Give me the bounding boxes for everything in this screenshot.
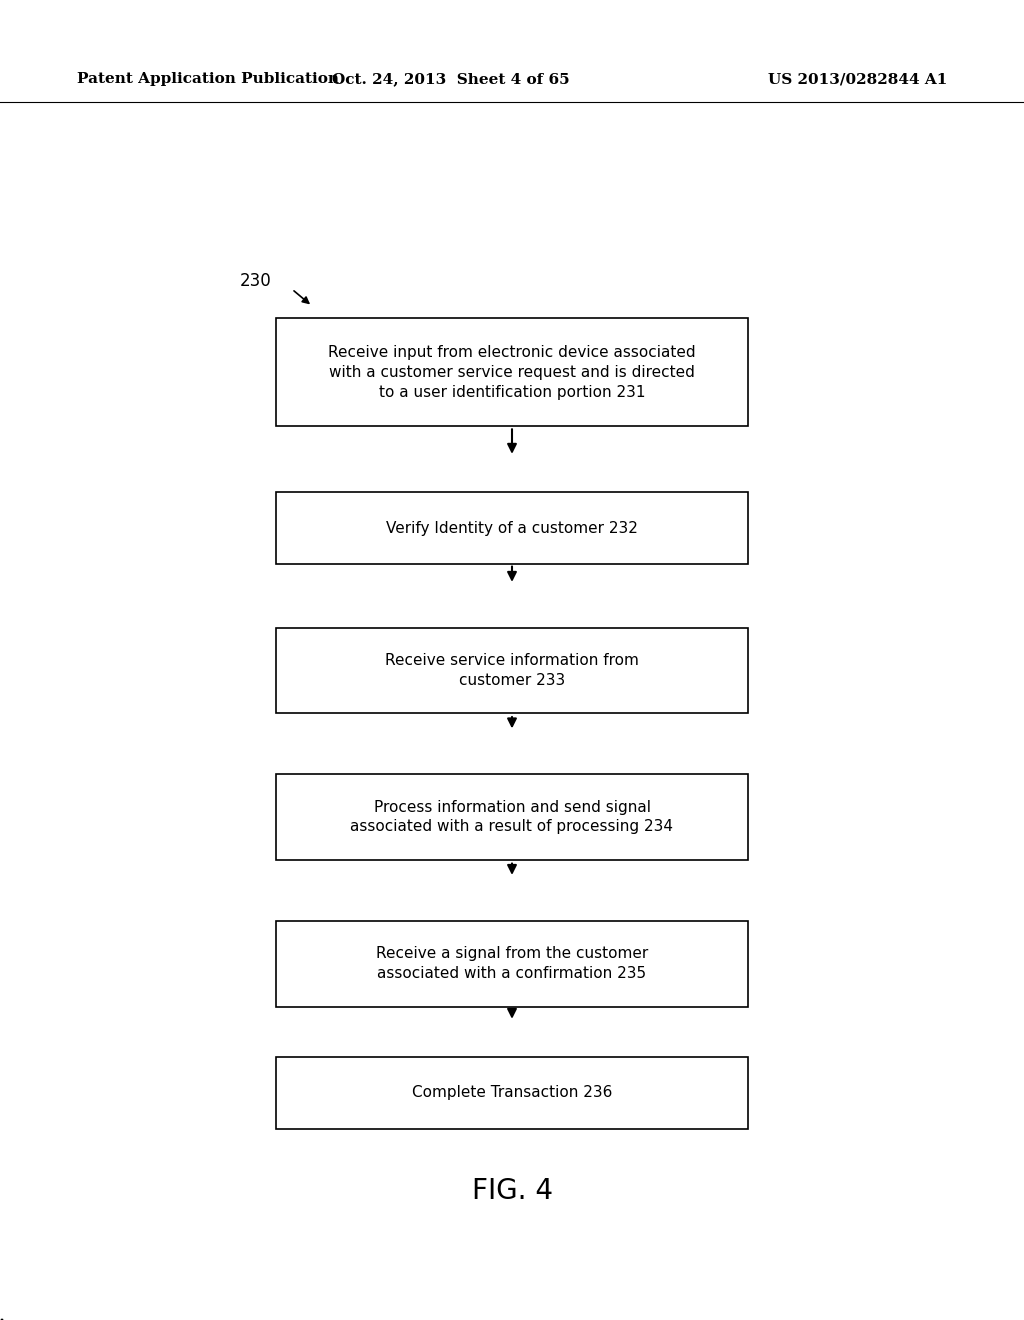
- Text: Receive service information from
customer 233: Receive service information from custome…: [385, 653, 639, 688]
- Text: 230: 230: [240, 272, 271, 290]
- Text: Receive a signal from the customer
associated with a confirmation 235: Receive a signal from the customer assoc…: [376, 946, 648, 981]
- Text: Complete Transaction 236: Complete Transaction 236: [412, 1085, 612, 1101]
- Text: Oct. 24, 2013  Sheet 4 of 65: Oct. 24, 2013 Sheet 4 of 65: [332, 73, 569, 86]
- Text: US 2013/0282844 A1: US 2013/0282844 A1: [768, 73, 947, 86]
- Bar: [276, 1057, 748, 1129]
- Bar: [276, 318, 748, 426]
- Text: Receive input from electronic device associated
with a customer service request : Receive input from electronic device ass…: [328, 345, 696, 400]
- Text: Process information and send signal
associated with a result of processing 234: Process information and send signal asso…: [350, 800, 674, 834]
- Text: Patent Application Publication: Patent Application Publication: [77, 73, 339, 86]
- Text: FIG. 4: FIG. 4: [471, 1176, 553, 1205]
- Bar: [276, 774, 748, 861]
- Bar: [276, 492, 748, 564]
- Text: Verify Identity of a customer 232: Verify Identity of a customer 232: [386, 520, 638, 536]
- Bar: [276, 627, 748, 713]
- Bar: [276, 921, 748, 1006]
